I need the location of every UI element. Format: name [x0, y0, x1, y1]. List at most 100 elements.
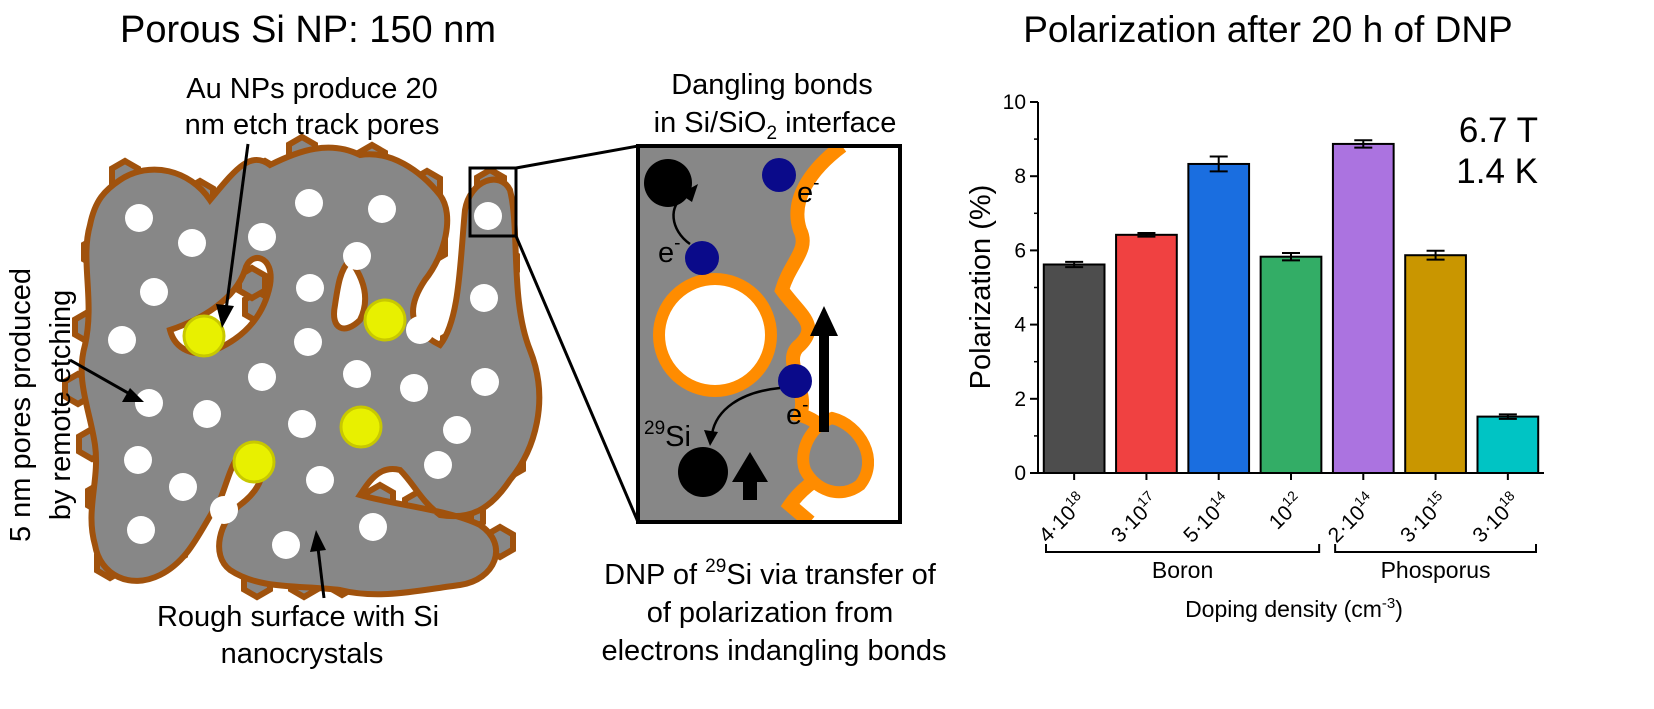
remote-pores-label-line2: by remote etching [45, 290, 77, 521]
transfer-arrow-bottom [710, 386, 781, 435]
x-tick-label: 5·1014 [1176, 487, 1236, 547]
pore [400, 374, 428, 402]
electron-label: e- [797, 173, 819, 209]
remote-pores-pointer-arrowhead [122, 388, 144, 402]
pore [474, 202, 502, 230]
dangling-bonds-panel: Dangling bonds in Si/SiO2 interface e- e… [601, 69, 946, 667]
chart-xlabel: Doping density (cm-3) [1185, 595, 1403, 622]
bar [1476, 415, 1540, 474]
pores [108, 189, 502, 559]
chart-annotation-temp: 1.4 K [1456, 152, 1538, 191]
au-np [339, 405, 383, 449]
pore [294, 328, 322, 356]
pore [272, 531, 300, 559]
rough-surface-pointer-arrow [316, 547, 326, 599]
pore [368, 195, 396, 223]
chart-title: Polarization after 20 h of DNP [1023, 9, 1512, 50]
electron-spin-arrowhead [810, 306, 838, 336]
electron-label: e- [786, 395, 808, 431]
au-np-label-line2: nm etch track pores [185, 109, 440, 141]
y-tick-label: 0 [1014, 462, 1026, 485]
bar [1187, 162, 1251, 474]
pore [443, 416, 471, 444]
pore [424, 451, 452, 479]
pore [108, 326, 136, 354]
pore [127, 516, 155, 544]
zoom-frame [636, 144, 902, 524]
remote-pores-pointer-arrow [69, 358, 129, 395]
pore [135, 389, 163, 417]
bar [1331, 142, 1395, 474]
group-bracket [1045, 544, 1321, 553]
au-np-label-line1: Au NPs produce 20 [186, 73, 437, 105]
au-np [363, 298, 407, 342]
x-tick-label: 3·1015 [1393, 487, 1453, 547]
electron-label: e- [658, 233, 680, 269]
pore [193, 400, 221, 428]
pore [470, 284, 498, 312]
chart-ylabel: Polarization (%) [965, 185, 997, 390]
group-label: Phosporus [1381, 557, 1491, 583]
y-tick-label: 8 [1014, 165, 1026, 188]
au-np [232, 440, 276, 484]
dangling-bonds-title-line2: in Si/SiO2 interface [654, 107, 897, 144]
bar [1042, 263, 1106, 474]
rough-surface-pointer-arrowhead [310, 530, 326, 552]
pore [343, 360, 371, 388]
group-bracket [1334, 544, 1537, 553]
pore [288, 410, 316, 438]
si29-nucleus-top [644, 159, 692, 207]
x-tick-label: 2·1014 [1321, 487, 1381, 547]
transfer-arrowhead-top [680, 184, 698, 202]
x-tick-label: 3·1017 [1104, 487, 1164, 547]
y-tick-label: 6 [1014, 239, 1026, 262]
electron-dangling-left [685, 241, 719, 275]
pore [178, 229, 206, 257]
nuclear-spin-arrowhead [732, 452, 768, 482]
y-tick-label: 2 [1014, 388, 1026, 411]
pore [248, 223, 276, 251]
electron-dangling-bottom [778, 364, 812, 398]
dnp-caption-line3: electrons indangling bonds [601, 635, 946, 667]
pore [169, 473, 197, 501]
pore [359, 513, 387, 541]
dnp-caption-line1: DNP of 29Si via transfer of [604, 556, 937, 591]
zoom-line-bottom [514, 235, 640, 523]
porous-si-title: Porous Si NP: 150 nm [120, 9, 496, 51]
transfer-arrow-top [672, 194, 691, 246]
pore [248, 363, 276, 391]
pore [210, 496, 238, 524]
chart-annotation-field: 6.7 T [1459, 111, 1538, 150]
pore [140, 278, 168, 306]
si29-label: 29Si [644, 418, 691, 453]
electron-dangling-top [762, 158, 796, 192]
si29-nucleus-bottom [678, 447, 728, 497]
pore [471, 368, 499, 396]
au-np [182, 314, 226, 358]
bar [1404, 254, 1467, 474]
group-label: Boron [1152, 557, 1213, 583]
rough-surface-label-line2: nanocrystals [221, 638, 384, 670]
pore [343, 242, 371, 270]
bar [1259, 255, 1323, 474]
pore [125, 204, 153, 232]
polarization-chart: Polarization after 20 h of DNP Polarizat… [965, 9, 1544, 622]
y-tick-label: 4 [1014, 314, 1026, 337]
pore [306, 466, 334, 494]
remote-pores-label-line1: 5 nm pores produced [5, 268, 37, 542]
au-nanoparticles [182, 298, 407, 484]
zoom-line-top [515, 144, 639, 170]
oxide-loop [797, 411, 875, 499]
x-tick-label: 4·1018 [1032, 487, 1092, 547]
rough-surface-label-line1: Rough surface with Si [157, 601, 439, 633]
bar [1115, 233, 1178, 474]
porous-si-panel: Porous Si NP: 150 nm Au NPs produce 20 n… [5, 9, 640, 670]
y-tick-label: 10 [1003, 91, 1026, 114]
dangling-bonds-title-line1: Dangling bonds [671, 69, 873, 101]
pore [124, 446, 152, 474]
pore-ring [653, 273, 777, 397]
zoom-region-box [468, 166, 518, 238]
x-tick-label: 1012 [1262, 487, 1309, 534]
